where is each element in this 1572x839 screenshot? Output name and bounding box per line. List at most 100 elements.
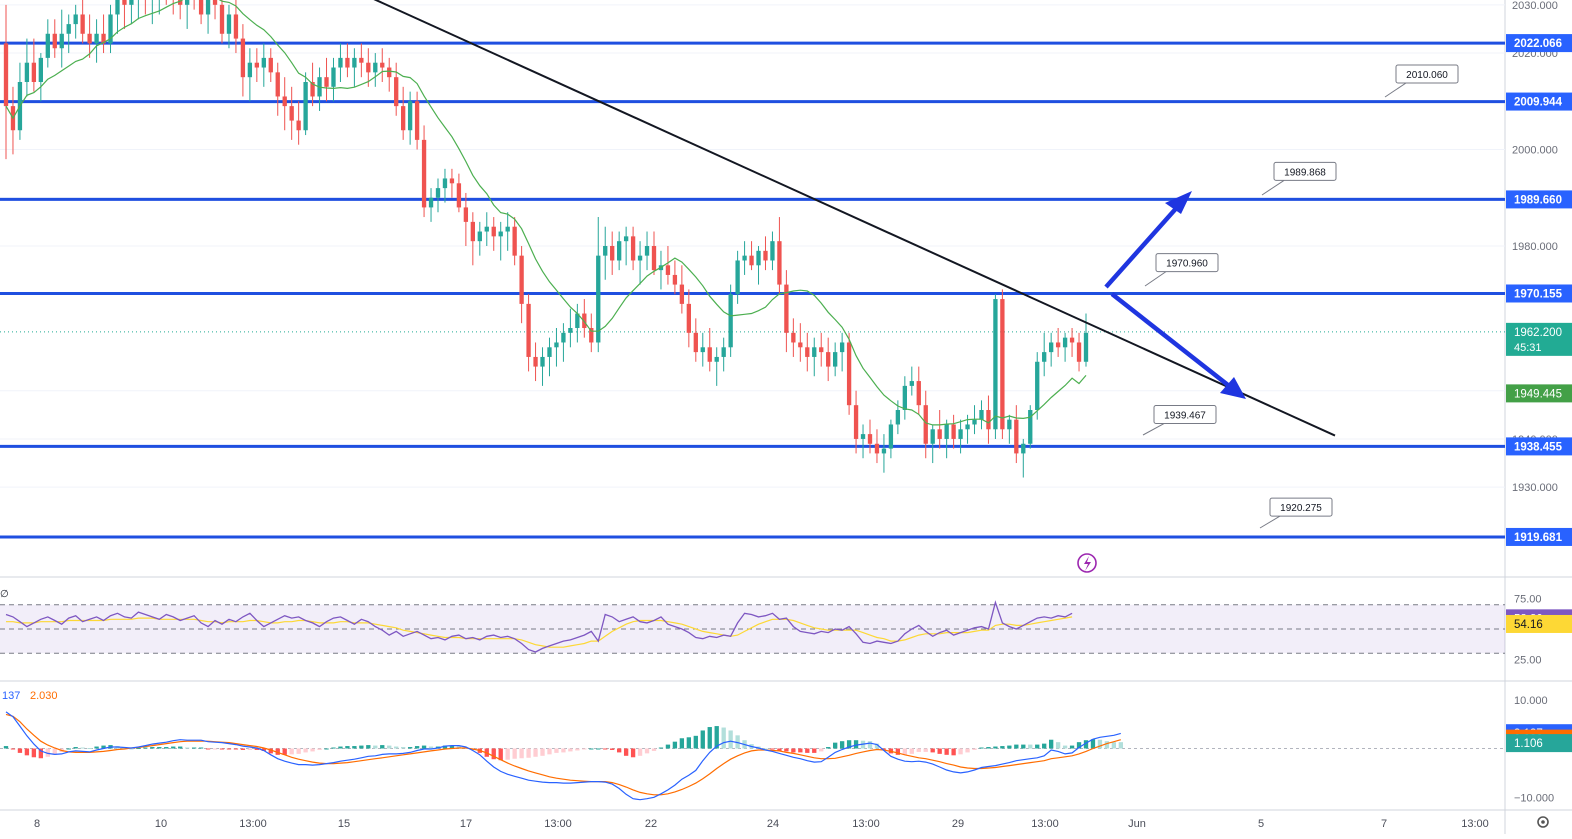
macd-histogram-bar — [428, 746, 434, 749]
callout-box — [1153, 405, 1217, 425]
candle-body — [421, 139, 427, 208]
macd-histogram-bar — [881, 748, 887, 750]
macd-histogram-bar — [171, 746, 176, 749]
candle-body — [331, 67, 336, 87]
candle-body — [596, 255, 601, 343]
callout-label: 1920.275 — [1280, 503, 1322, 514]
macd-histogram-bar — [568, 748, 573, 752]
macd-histogram-bar — [958, 748, 963, 755]
candle-body — [784, 284, 789, 333]
candle-body — [359, 57, 364, 63]
macd-histogram-bar — [617, 748, 622, 753]
candle-body — [1062, 337, 1068, 348]
candle-body — [923, 405, 928, 444]
macd-histogram-bar — [331, 747, 336, 749]
macd-histogram-bar — [930, 748, 935, 753]
candle-body — [749, 255, 754, 266]
candle-body — [721, 347, 726, 357]
macd-histogram-bar — [1104, 741, 1110, 749]
callout-pointer — [1144, 271, 1167, 287]
macd-histogram-bar — [247, 748, 253, 750]
macd-signal-line — [5, 713, 1121, 796]
macd-histogram-bar — [839, 741, 845, 749]
level-tag-label: 2009.944 — [1514, 97, 1563, 109]
time-tick-label: 15 — [338, 818, 350, 830]
macd-histogram-bar — [226, 748, 232, 750]
candle-body — [233, 14, 239, 39]
macd-histogram-bar — [610, 748, 615, 750]
candle-body — [867, 434, 873, 444]
candle-body — [679, 284, 685, 304]
candle-body — [219, 4, 225, 34]
macd-histogram-bar — [526, 748, 531, 758]
lightning-bolt-icon — [1084, 556, 1091, 571]
candle-body — [31, 62, 37, 82]
macd-histogram-bar — [1097, 739, 1103, 749]
candle-body — [937, 429, 942, 439]
macd-histogram-bar — [596, 748, 601, 750]
macd-histogram-bar — [366, 745, 371, 749]
horizontal-levels: 2022.066 2009.944 1989.660 1970.155 1938.455… — [0, 34, 1572, 546]
callout-box — [1155, 253, 1219, 273]
candle-body — [115, 0, 120, 15]
macd-histogram-bar — [442, 745, 448, 749]
macd-histogram-bar — [575, 748, 580, 751]
macd-histogram-bar — [916, 748, 921, 752]
macd-histogram-bar — [240, 748, 246, 750]
candle-body — [735, 260, 740, 295]
macd-histogram-bar — [672, 741, 678, 749]
candle-body — [484, 226, 489, 232]
candle-body — [644, 246, 650, 256]
macd-histogram-bar — [52, 748, 57, 755]
rsi-tick-label: 25.00 — [1514, 654, 1542, 666]
macd-histogram-bar — [791, 748, 796, 753]
macd-histogram-bar — [505, 748, 510, 760]
macd-histogram-bar — [219, 748, 225, 750]
candle-body — [80, 14, 85, 34]
macd-histogram-bar — [24, 748, 30, 756]
candle-body — [791, 332, 796, 343]
macd-histogram-bar — [387, 745, 392, 749]
macd-histogram-bar — [143, 747, 148, 749]
candle-body — [407, 101, 413, 131]
settings-gear-button[interactable] — [1533, 812, 1553, 832]
level-tag-label: 2022.066 — [1514, 38, 1562, 50]
macd-histogram-bar — [421, 745, 427, 749]
candlestick-series — [3, 0, 1089, 478]
candle-body — [401, 106, 406, 131]
macd-histogram-bar — [1055, 742, 1061, 749]
time-tick-label: 17 — [460, 818, 472, 830]
time-tick-label: 7 — [1381, 818, 1387, 830]
candle-body — [352, 57, 357, 68]
time-tick-label: 29 — [952, 818, 964, 830]
level-tag — [1506, 527, 1572, 546]
macd-histogram-bar — [275, 748, 280, 755]
macd-histogram-bar — [735, 735, 740, 749]
macd-histogram-bar — [205, 748, 211, 750]
macd-legend-value: 137 — [2, 690, 20, 702]
macd-histogram-bar — [707, 727, 712, 749]
candle-body — [1007, 419, 1012, 430]
macd-histogram-bar — [770, 748, 775, 750]
candle-body — [777, 241, 782, 285]
macd-histogram-bar — [658, 747, 664, 749]
macd-histogram-bar — [519, 748, 524, 759]
macd-histogram-bar — [157, 747, 162, 749]
macd-histogram-bar — [498, 748, 503, 761]
macd-histogram-bar — [1076, 742, 1082, 749]
macd-histogram-bar — [554, 748, 559, 753]
level-tag-label: 1989.660 — [1514, 194, 1562, 206]
candle-body — [505, 226, 510, 232]
candle-body — [1028, 410, 1033, 444]
candle-body — [833, 352, 838, 367]
arrowhead-icon — [1220, 377, 1246, 399]
candle-body — [561, 332, 566, 343]
macd-histogram-bar — [637, 748, 643, 756]
candle-body — [533, 356, 538, 367]
callout-pointer — [1259, 515, 1281, 529]
candle-body — [672, 274, 678, 285]
candle-body — [512, 226, 517, 256]
candle-body — [296, 120, 301, 131]
